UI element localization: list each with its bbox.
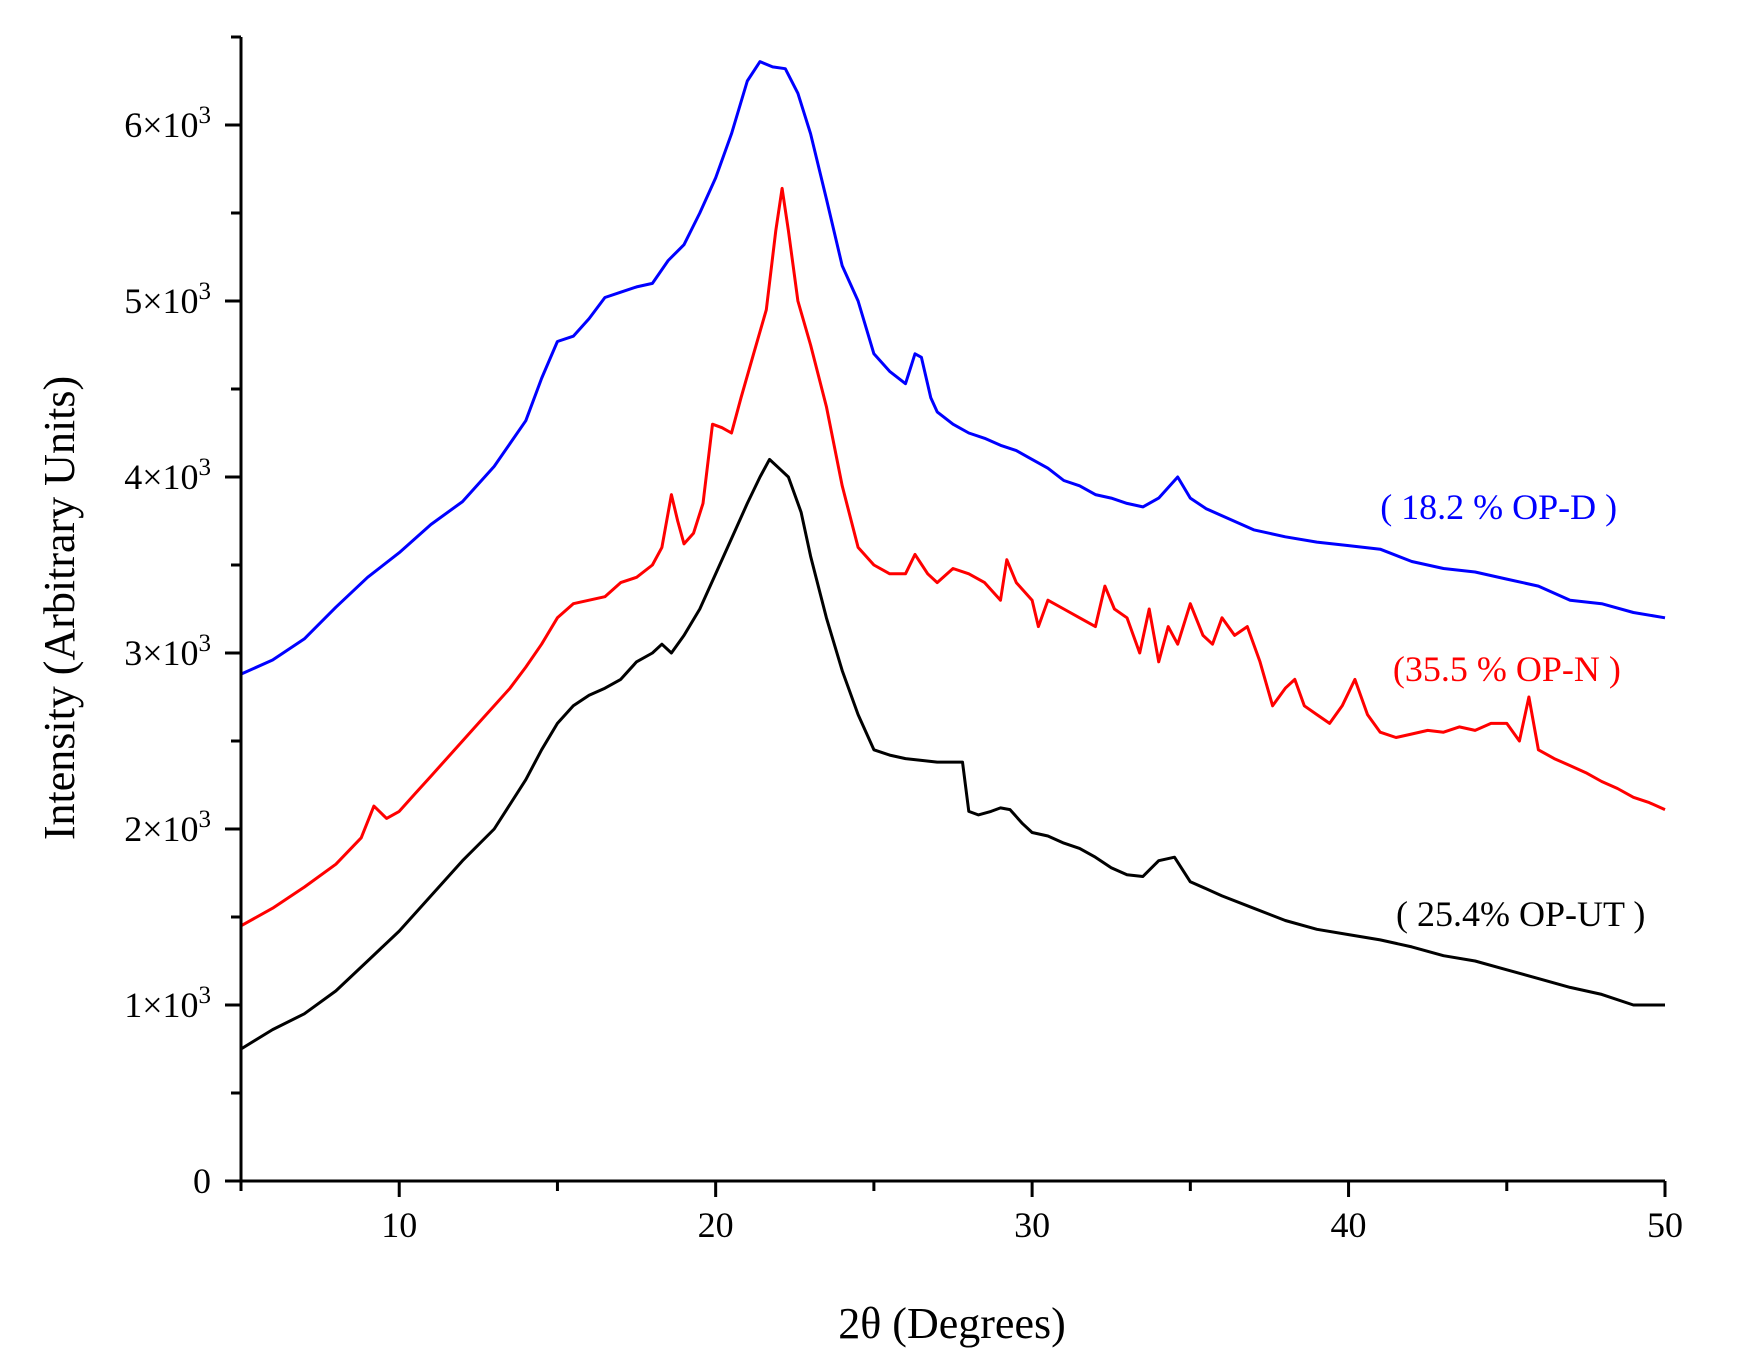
axes-layer [239,37,1665,1183]
y-tick-label: 1×103 [124,982,211,1025]
y-tick-label: 2×103 [124,806,211,849]
y-tick-label: 3×103 [124,630,211,673]
ticks-layer [225,35,1667,1197]
series-layer [240,60,1666,1051]
x-tick-label: 10 [381,1205,417,1245]
series-label-op-d: ( 18.2 % OP-D ) [1380,487,1617,527]
series-label-op-ut: ( 25.4% OP-UT ) [1396,894,1645,934]
x-tick-label: 30 [1014,1205,1050,1245]
series-line-op-ut [240,457,1665,1051]
x-axis-title: 2θ (Degrees) [838,1299,1066,1348]
series-label-op-n: (35.5 % OP-N ) [1393,649,1621,689]
series-line-op-n [240,186,1666,928]
y-tick-label: 6×103 [124,102,211,145]
y-tick-label: 4×103 [124,454,211,497]
labels-layer: ( 18.2 % OP-D ) (35.5 % OP-N ) ( 25.4% OP-… [124,102,1683,1245]
y-tick-label: 0 [193,1161,211,1201]
x-tick-label: 50 [1647,1205,1683,1245]
y-axis-title: Intensity (Arbitrary Units) [35,376,84,840]
x-tick-label: 20 [698,1205,734,1245]
y-tick-label: 5×103 [124,278,211,321]
x-tick-label: 40 [1331,1205,1367,1245]
series-line-op-d [240,60,1666,676]
